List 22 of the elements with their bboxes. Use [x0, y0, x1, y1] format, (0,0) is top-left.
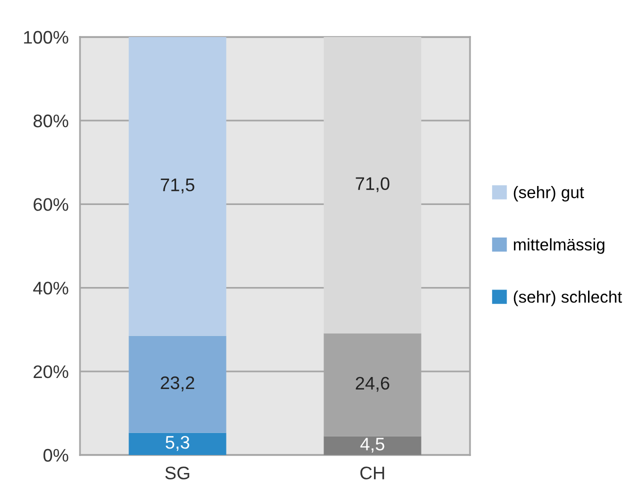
- legend-label: (sehr) schlecht: [514, 290, 622, 306]
- bar: [324, 436, 422, 455]
- x-tick-label: SG: [165, 466, 190, 480]
- bar: [324, 37, 422, 334]
- y-tick-label: 20%: [34, 365, 68, 378]
- data-label: 4,5: [360, 438, 384, 453]
- y-tick-label: 0%: [44, 448, 68, 462]
- data-label: 23,2: [160, 376, 194, 392]
- bar: [128, 336, 226, 433]
- bar: [128, 432, 226, 455]
- data-label: 71,5: [160, 178, 194, 194]
- data-label: 71,0: [356, 177, 390, 192]
- legend-label: (sehr) gut: [514, 186, 584, 202]
- legend-label: mittelmässig: [514, 238, 604, 254]
- x-tick-label: CH: [360, 466, 384, 480]
- bar: [128, 37, 226, 336]
- y-tick-label: 40%: [33, 282, 68, 295]
- y-tick-label: 60%: [34, 198, 68, 211]
- y-tick-label: 100%: [24, 30, 68, 44]
- data-label: 5,3: [166, 436, 190, 451]
- y-tick-label: 80%: [34, 114, 68, 128]
- data-label: 24,6: [356, 376, 390, 392]
